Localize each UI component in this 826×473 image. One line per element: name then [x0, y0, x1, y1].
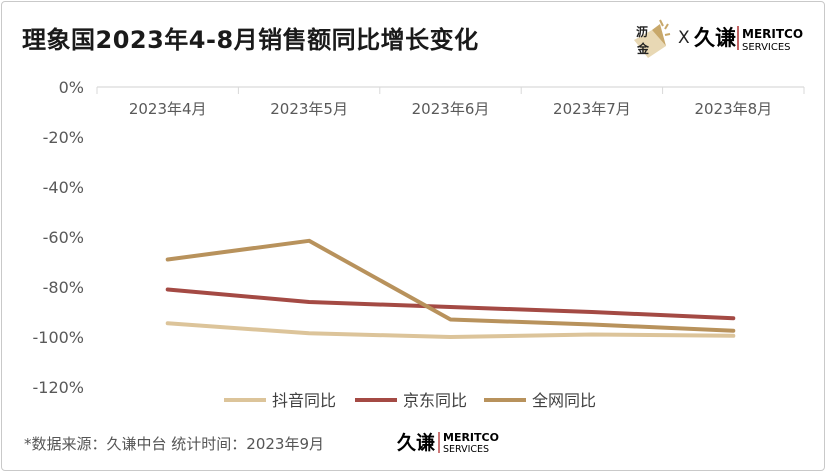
line-chart: 2023年4月 2023年5月 2023年6月 2023年7月 2023年8月 0% -20… — [32, 78, 805, 410]
y-tick-label: -40% — [43, 178, 84, 197]
series-line — [165, 321, 736, 339]
series-line — [165, 287, 736, 321]
logo-meritco: MERITCO — [742, 27, 803, 41]
logo-x-mark: X — [678, 28, 690, 48]
legend-label: 抖音同比 — [272, 391, 336, 410]
badge-top-char: 沥 — [636, 25, 648, 39]
y-tick-label: -100% — [32, 328, 84, 347]
footer-logo-services: SERVICES — [443, 444, 489, 455]
series-line — [165, 238, 736, 333]
y-tick-label: -60% — [43, 228, 84, 247]
legend-label: 京东同比 — [403, 391, 467, 410]
x-tick-label: 2023年6月 — [412, 100, 490, 118]
x-tick-label: 2023年8月 — [694, 100, 772, 118]
footer-brand-logo: 久谦 MERITCO SERVICES — [397, 431, 499, 455]
badge-bottom-char: 金 — [636, 41, 650, 56]
x-tick-label: 2023年4月 — [129, 100, 207, 118]
logo-services: SERVICES — [742, 42, 791, 53]
brand-logo: 沥 金 X 久谦 MERITCO SERVICES — [634, 19, 803, 58]
footer-logo-meritco: MERITCO — [443, 431, 499, 444]
chart-title: 理象国2023年4-8月销售额同比增长变化 — [22, 26, 479, 54]
logo-jiuqian: 久谦 — [694, 26, 736, 50]
y-tick-label: -120% — [32, 378, 84, 397]
y-tick-label: -80% — [43, 278, 84, 297]
y-tick-label: -20% — [43, 128, 84, 147]
legend-label: 全网同比 — [532, 391, 596, 410]
x-tick-label: 2023年5月 — [270, 100, 348, 118]
x-tick-label: 2023年7月 — [553, 100, 631, 118]
y-tick-label: 0% — [59, 78, 84, 97]
footer-logo-jiuqian: 久谦 — [397, 431, 435, 454]
lijin-badge-icon: 沥 金 — [634, 19, 671, 58]
data-source-note: *数据来源：久谦中台 统计时间：2023年9月 — [24, 435, 324, 453]
